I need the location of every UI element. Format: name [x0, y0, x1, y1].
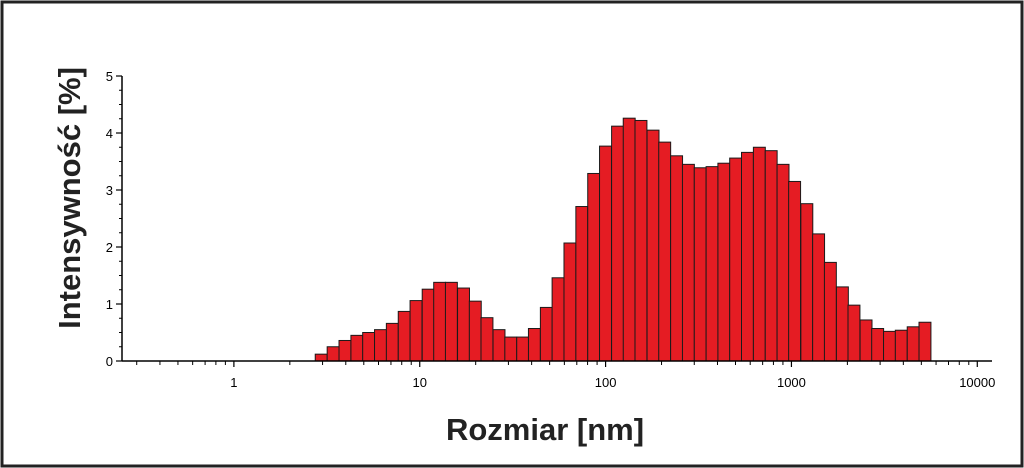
bar-7 [397, 310, 411, 362]
x-tick-label-1: 10 [413, 375, 427, 390]
bar-44 [835, 286, 849, 362]
bar-10 [433, 281, 447, 362]
bar-1 [326, 346, 340, 362]
bar-42 [812, 233, 826, 362]
bar-48 [883, 330, 896, 362]
bar-13 [468, 300, 482, 362]
y-tick-label-0: 0 [106, 354, 113, 369]
bar-21 [563, 242, 577, 362]
bar-29 [658, 141, 672, 362]
bar-25 [611, 125, 625, 362]
bar-9 [421, 288, 435, 362]
y-tick-label-3: 3 [106, 183, 113, 198]
x-axis-title: Rozmiar [nm] [446, 412, 644, 447]
bar-35 [729, 157, 743, 362]
y-tick-label-5: 5 [106, 69, 113, 84]
y-axis-title: Intensywność [%] [52, 67, 87, 329]
bar-4 [362, 332, 376, 362]
y-tick-label-2: 2 [106, 240, 113, 255]
bar-49 [894, 329, 908, 362]
bar-27 [634, 119, 648, 362]
bar-38 [764, 150, 778, 362]
bar-14 [480, 317, 494, 362]
bar-45 [847, 304, 861, 362]
bar-28 [646, 129, 660, 362]
bar-33 [705, 166, 719, 362]
bar-18 [527, 328, 541, 362]
bar-37 [752, 146, 766, 362]
bar-0 [314, 353, 328, 362]
x-tick-label-4: 10000 [959, 375, 995, 390]
bar-26 [622, 117, 636, 362]
bar-11 [444, 281, 458, 362]
bar-5 [374, 329, 387, 362]
bar-40 [788, 180, 802, 362]
bar-46 [859, 319, 873, 362]
bar-19 [539, 306, 553, 362]
bar-50 [906, 326, 920, 362]
bars-group [314, 117, 932, 362]
bar-41 [800, 203, 814, 362]
bar-2 [338, 339, 352, 362]
bar-17 [516, 336, 530, 362]
bar-31 [681, 163, 695, 362]
axes-group: 0 1 2 3 4 5 1 10 100 1000 10000 [106, 69, 996, 390]
bar-39 [776, 163, 790, 362]
bar-30 [670, 155, 684, 362]
bar-8 [409, 300, 423, 362]
bar-47 [871, 328, 885, 362]
bar-16 [504, 336, 518, 362]
bar-24 [599, 145, 612, 362]
bar-20 [551, 277, 565, 362]
x-tick-label-3: 1000 [777, 375, 806, 390]
bar-23 [587, 172, 601, 362]
bar-6 [385, 322, 399, 362]
x-tick-label-2: 100 [595, 375, 617, 390]
bar-3 [350, 334, 364, 362]
bar-15 [492, 329, 506, 362]
y-tick-label-1: 1 [106, 297, 113, 312]
bar-36 [741, 151, 754, 362]
bar-43 [823, 261, 837, 362]
bar-34 [717, 162, 731, 362]
bar-51 [918, 321, 932, 362]
bar-12 [457, 287, 470, 362]
x-tick-label-0: 1 [230, 375, 237, 390]
bar-22 [575, 206, 589, 362]
y-tick-label-4: 4 [106, 126, 113, 141]
bar-32 [693, 167, 707, 362]
